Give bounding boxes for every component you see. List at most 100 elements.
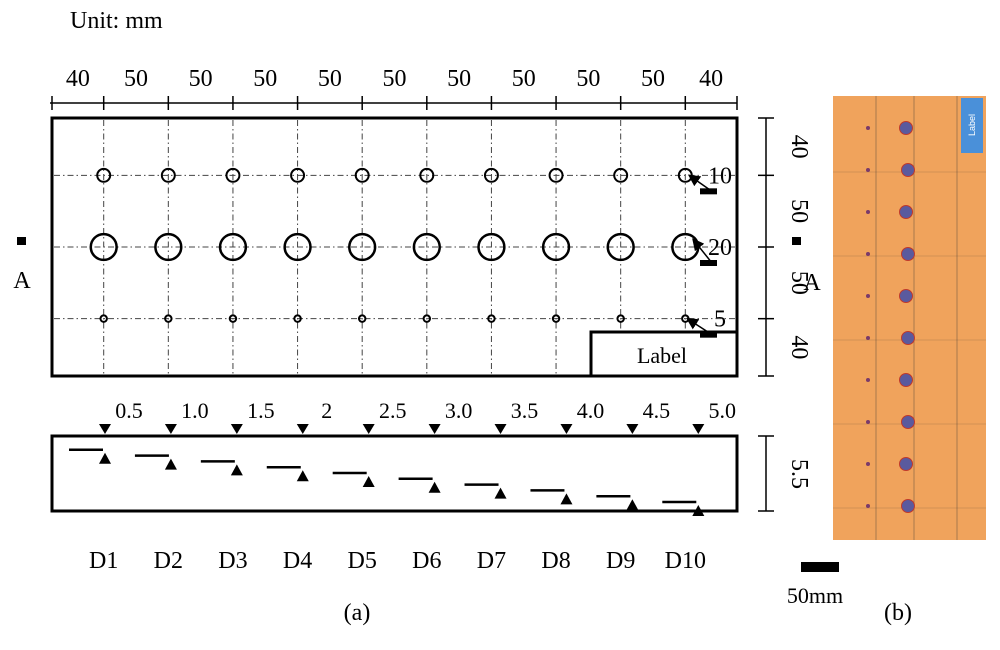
photo-defect-large [901, 247, 915, 261]
depth-marker-arrow [428, 424, 441, 434]
top-dimension-label: 40 [699, 66, 723, 92]
depth-marker-arrow [164, 424, 177, 434]
hole [290, 167, 306, 183]
top-dimension-label: 50 [512, 66, 536, 92]
depth-marker-arrow [494, 424, 507, 434]
right-dimension-label: 40 [786, 135, 812, 159]
hole-diameter-label: 5 [714, 307, 726, 333]
depth-marker-arrow [230, 424, 243, 434]
photo-background [833, 96, 986, 540]
hole [283, 232, 312, 262]
leader-line [692, 238, 713, 264]
depth-marker-arrow [626, 424, 639, 434]
depth-marker-arrow [98, 424, 111, 434]
photo-defect-small [866, 252, 870, 256]
section-marks: A A [13, 237, 821, 296]
photo-defect-large [901, 163, 915, 177]
depth-label: 5.0 [709, 398, 737, 423]
panel-b-caption: (b) [884, 600, 912, 626]
step-marker-arrow [296, 470, 309, 482]
hole [228, 314, 238, 323]
label-box-text: Label [637, 343, 687, 368]
hole [99, 314, 108, 323]
photo-label-badge-text: Label [967, 114, 977, 136]
step-marker-arrow [626, 499, 639, 511]
hole [354, 167, 370, 183]
defect-name: D5 [348, 548, 377, 574]
leader-tail [700, 260, 717, 266]
hole [551, 314, 561, 323]
photo-label-badge [961, 98, 983, 153]
right-dimension-line: 40 50 50 40 [758, 117, 812, 377]
leader-tail [700, 188, 717, 195]
defect-name: D4 [283, 548, 312, 574]
section-mark-left-symbol [17, 237, 26, 245]
photo-defect-large [901, 415, 915, 429]
depth-marker-arrow [692, 424, 705, 434]
defect-names: D1 D2 D3 D4 D5 D6 D7 D8 D9 D10 [89, 548, 706, 574]
photo-defect-large [899, 205, 913, 219]
step-marker-arrow [560, 493, 573, 505]
scale-bar [801, 562, 839, 572]
step-marker-arrow [164, 458, 177, 470]
depth-label: 4.0 [577, 398, 605, 423]
hole [89, 232, 118, 262]
step-marker-arrow [494, 487, 507, 499]
hole [613, 167, 629, 183]
defect-name: D2 [154, 548, 183, 574]
section-outline [50, 434, 739, 513]
specimen-photo: Label [833, 96, 986, 540]
right-dimension-label: 50 [786, 271, 812, 295]
photo-defect-small [866, 504, 870, 508]
hole [348, 232, 377, 262]
depth-label: 0.5 [115, 398, 143, 423]
photo-defect-small [866, 294, 870, 298]
depth-label: 3.0 [445, 398, 473, 423]
plan-view: Label 10 20 5 [50, 116, 739, 378]
depth-marker-arrow [560, 424, 573, 434]
depth-marker-arrow [296, 424, 309, 434]
defect-name: D7 [477, 548, 506, 574]
hole-diameter-label: 10 [708, 163, 732, 189]
top-dimension-label: 50 [253, 66, 277, 92]
section-mark-right-symbol [792, 237, 801, 245]
hole [160, 167, 176, 183]
hole [548, 167, 564, 183]
photo-defect-large [899, 457, 913, 471]
hole [164, 314, 173, 323]
defect-name: D10 [665, 548, 706, 574]
hole [477, 232, 506, 262]
label-box [589, 330, 739, 378]
photo-defect-large [901, 499, 915, 513]
photo-defect-small [866, 462, 870, 466]
defect-name: D8 [541, 548, 570, 574]
photo-defect-large [899, 121, 913, 135]
photo-defect-small [866, 336, 870, 340]
section-view: 0.5 1.0 1.5 2 2.5 3.0 3.5 4.0 4.5 5.0 5.5 [50, 398, 812, 516]
plate-outline [50, 116, 739, 378]
hole [422, 314, 432, 323]
depth-label: 1.0 [181, 398, 209, 423]
defect-name: D9 [606, 548, 635, 574]
depth-label: 1.5 [247, 398, 275, 423]
top-dimension-label: 50 [576, 66, 600, 92]
top-dimension-label: 50 [641, 66, 665, 92]
defect-name: D1 [89, 548, 118, 574]
photo-defect-small [866, 168, 870, 172]
leader-tail [700, 331, 717, 338]
hole-diameter-label: 20 [708, 235, 732, 261]
top-dimension-label: 50 [318, 66, 342, 92]
hole [541, 232, 571, 262]
panel-a-caption: (a) [344, 600, 371, 626]
unit-label: Unit: mm [70, 8, 163, 34]
hole [293, 314, 302, 323]
hole [357, 314, 367, 323]
top-dimension-label: 50 [447, 66, 471, 92]
section-mark-left: A [13, 268, 31, 294]
depth-marker-arrow [362, 424, 375, 434]
hole [419, 167, 435, 183]
top-dimension-label: 50 [189, 66, 213, 92]
depth-label: 2 [321, 398, 332, 423]
photo-defect-large [899, 289, 913, 303]
